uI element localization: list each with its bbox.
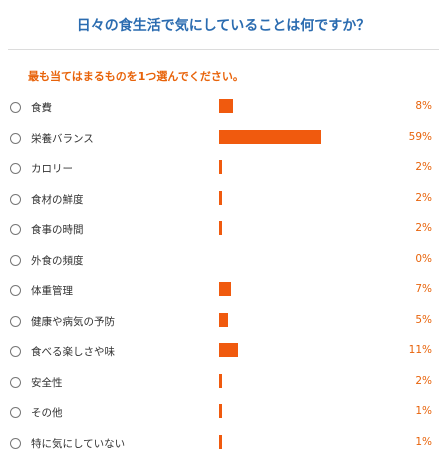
result-bar bbox=[219, 99, 233, 113]
option-label: 安全性 bbox=[31, 376, 63, 389]
percent-label: 2% bbox=[415, 222, 432, 234]
option-row[interactable]: 安全性 2% bbox=[0, 368, 447, 399]
result-bar bbox=[219, 221, 223, 235]
option-label: 栄養バランス bbox=[31, 132, 94, 145]
percent-label: 8% bbox=[415, 100, 432, 112]
result-bar bbox=[219, 373, 223, 388]
result-bar bbox=[219, 282, 232, 296]
option-label: 特に気にしていない bbox=[31, 437, 126, 450]
result-bar bbox=[219, 129, 322, 144]
percent-label: 2% bbox=[415, 191, 432, 204]
option-label: 食費 bbox=[31, 102, 52, 114]
result-bar bbox=[219, 190, 223, 205]
question-title: 日々の食生活で気にしていることは何ですか？ bbox=[76, 18, 371, 34]
radio-button[interactable] bbox=[10, 376, 21, 388]
option-label: 食事の時間 bbox=[31, 224, 84, 236]
radio-button[interactable] bbox=[10, 437, 21, 449]
radio-button[interactable] bbox=[10, 254, 21, 266]
percent-label: 2% bbox=[415, 161, 432, 173]
percent-label: 0% bbox=[415, 252, 432, 265]
option-row[interactable]: 体重管理 7% bbox=[0, 276, 447, 307]
radio-button[interactable] bbox=[10, 285, 21, 296]
option-label: 健康や病気の予防 bbox=[31, 315, 115, 328]
percent-label: 1% bbox=[415, 435, 432, 448]
radio-button[interactable] bbox=[10, 346, 21, 357]
percent-label: 5% bbox=[415, 313, 432, 326]
radio-button[interactable] bbox=[10, 102, 21, 113]
radio-button[interactable] bbox=[10, 407, 21, 418]
option-label: その他 bbox=[31, 407, 63, 419]
option-row[interactable]: 健康や病気の予防 5% bbox=[0, 307, 447, 338]
result-bar bbox=[219, 160, 223, 174]
option-label: 食べる楽しさや味 bbox=[31, 346, 115, 358]
result-bar bbox=[219, 434, 222, 449]
options-list: 食費 8% 栄養バランス 59% カロリー 2% 食材の鮮度 2% 食事の時間 … bbox=[0, 93, 447, 459]
instruction-text: 最も当てはまるものを1つ選んでください。 bbox=[28, 70, 244, 83]
option-label: 体重管理 bbox=[31, 285, 73, 297]
percent-label: 2% bbox=[415, 374, 432, 387]
result-bar bbox=[219, 312, 228, 327]
divider bbox=[8, 49, 439, 50]
percent-label: 11% bbox=[408, 344, 432, 356]
option-row[interactable]: その他 1% bbox=[0, 398, 447, 429]
option-row[interactable]: 食材の鮮度 2% bbox=[0, 185, 447, 216]
option-label: 食材の鮮度 bbox=[31, 193, 84, 206]
radio-button[interactable] bbox=[10, 224, 21, 235]
percent-label: 59% bbox=[408, 130, 432, 143]
option-label: カロリー bbox=[31, 163, 73, 175]
radio-button[interactable] bbox=[10, 132, 21, 144]
percent-label: 7% bbox=[415, 283, 432, 295]
option-row[interactable]: 食べる楽しさや味 11% bbox=[0, 337, 447, 368]
option-row[interactable]: 食事の時間 2% bbox=[0, 215, 447, 246]
option-row[interactable]: 特に気にしていない 1% bbox=[0, 429, 447, 460]
radio-button[interactable] bbox=[10, 163, 21, 174]
option-row[interactable]: カロリー 2% bbox=[0, 154, 447, 185]
option-label: 外食の頻度 bbox=[31, 254, 84, 267]
radio-button[interactable] bbox=[10, 315, 21, 327]
option-row[interactable]: 栄養バランス 59% bbox=[0, 124, 447, 155]
result-bar bbox=[219, 343, 239, 357]
option-row[interactable]: 食費 8% bbox=[0, 93, 447, 124]
percent-label: 1% bbox=[415, 405, 432, 417]
radio-button[interactable] bbox=[10, 193, 21, 205]
option-row[interactable]: 外食の頻度 0% bbox=[0, 246, 447, 277]
result-bar bbox=[219, 404, 222, 418]
